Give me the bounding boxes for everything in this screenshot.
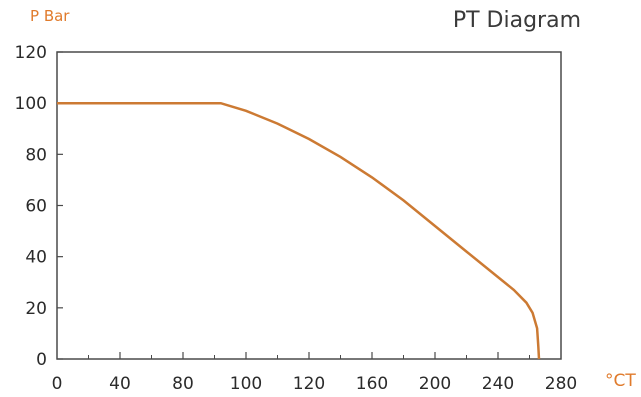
x-tick-label: 40	[109, 374, 131, 394]
x-ticks: 0 40 80 100 120 160 200 240 280	[52, 352, 577, 394]
x-tick-label: 240	[482, 374, 514, 394]
chart-title: PT Diagram	[452, 8, 581, 33]
y-tick-label: 120	[15, 43, 47, 63]
y-tick-label: 40	[25, 248, 47, 268]
plot-frame	[56, 51, 562, 360]
x-axis-label: °CT	[605, 371, 636, 391]
y-tick-label: 60	[25, 197, 47, 217]
x-tick-label: 80	[172, 374, 194, 394]
y-axis-label: P Bar	[30, 7, 70, 25]
x-tick-label: 280	[545, 374, 577, 394]
y-tick-label: 20	[25, 299, 47, 319]
series-line	[57, 101, 541, 360]
x-tick-label: 160	[356, 374, 388, 394]
x-tick-label: 0	[52, 374, 63, 394]
y-ticks: 0 20 40 60 80 100 120	[15, 43, 63, 370]
y-tick-label: 100	[15, 94, 47, 114]
x-tick-label: 100	[230, 374, 262, 394]
x-tick-label: 200	[419, 374, 451, 394]
x-tick-label: 120	[293, 374, 325, 394]
y-tick-label: 0	[36, 350, 47, 370]
y-tick-label: 80	[25, 145, 47, 165]
